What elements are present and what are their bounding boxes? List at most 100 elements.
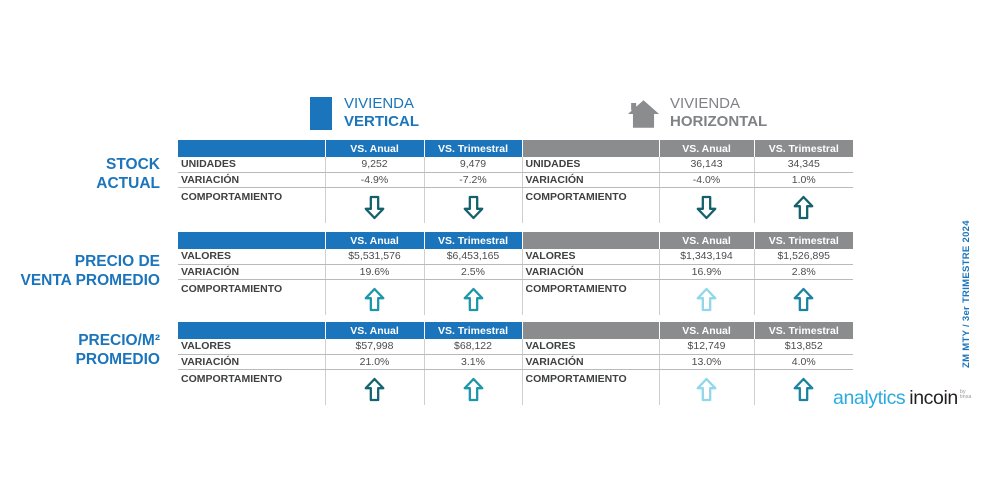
section-title-line: PROMEDIO [75,351,160,368]
logo-by-tinsa: by tinsa [959,389,972,400]
table-header-row: VS. Anual VS. Trimestral VS. Anual VS. T… [178,140,853,157]
table-precio-venta: VS. Anual VS. Trimestral VS. Anual VS. T… [178,232,853,315]
header-spacer-vertical [178,140,326,157]
section-title-stock-actual: STOCK ACTUAL [10,155,160,193]
header-spacer-vertical [178,232,326,249]
trend-arrow-icon [660,188,754,220]
value-cell: 19.6% [324,264,424,280]
value-cell: 2.5% [423,264,522,280]
vertical-building-icon [310,97,332,130]
table-precio-m2: VS. Anual VS. Trimestral VS. Anual VS. T… [178,322,853,405]
value-cell: -4.9% [324,172,424,188]
trend-arrow-icon [326,280,424,312]
value-cell: 9,479 [423,157,522,173]
value-cell: 34,345 [753,157,853,173]
table-row-metric: UNIDADES 9,252 9,479 UNIDADES 36,143 34,… [178,157,853,173]
trend-arrow-icon [425,188,522,220]
table-stock-actual: VS. Anual VS. Trimestral VS. Anual VS. T… [178,140,853,223]
table-row-behavior: COMPORTAMIENTO COMPORTAMIENTO [178,279,853,315]
value-cell: $12,749 [658,339,754,355]
header-spacer-horizontal [522,140,660,157]
col-header-vs-trimestral-vertical: VS. Trimestral [424,140,523,157]
table-row-metric: VALORES $5,531,576 $6,453,165 VALORES $1… [178,249,853,265]
value-cell: -7.2% [423,172,522,188]
table-row-variation: VARIACIÓN 19.6% 2.5% VARIACIÓN 16.9% 2.8… [178,264,853,280]
trend-arrow-icon [755,188,854,220]
value-cell: $13,852 [753,339,853,355]
header-spacer-vertical [178,322,326,339]
table-row-behavior: COMPORTAMIENTO COMPORTAMIENTO [178,187,853,223]
value-cell: $6,453,165 [423,249,522,265]
row-label-comportamiento: COMPORTAMIENTO [181,190,283,203]
value-cell: 9,252 [324,157,424,173]
header-spacer-horizontal [522,232,660,249]
value-cell: 21.0% [324,354,424,370]
value-cell: 13.0% [658,354,754,370]
legend-vertical-line2: VERTICAL [344,113,419,130]
col-header-vs-anual-horizontal: VS. Anual [659,140,755,157]
row-label-comportamiento: COMPORTAMIENTO [521,279,659,315]
col-header-vs-anual-vertical: VS. Anual [325,322,425,339]
logo-word-incoin: incoin [909,387,958,409]
row-label-comportamiento: COMPORTAMIENTO [181,282,283,295]
col-header-vs-trimestral-vertical: VS. Trimestral [424,232,523,249]
value-cell: 3.1% [423,354,522,370]
analytics-incoin-logo: analytics incoin by tinsa [833,387,971,410]
section-title-line: VENTA PROMEDIO [20,272,160,289]
period-side-label: ZM MTY / 3er TRIMESTRE 2024 [961,220,972,368]
logo-by-line: by [959,389,966,395]
logo-word-analytics: analytics [833,387,906,409]
col-header-vs-anual-vertical: VS. Anual [325,232,425,249]
trend-arrow-icon [425,370,522,402]
value-cell: 4.0% [753,354,853,370]
table-row-behavior: COMPORTAMIENTO COMPORTAMIENTO [178,369,853,405]
row-label-unidades: UNIDADES [521,157,659,173]
row-label-valores: VALORES [521,339,659,355]
trend-arrow-icon [755,280,854,312]
section-title-line: PRECIO DE [74,253,160,270]
value-cell: 1.0% [753,172,853,188]
trend-arrow-icon [660,370,754,402]
table-header-row: VS. Anual VS. Trimestral VS. Anual VS. T… [178,322,853,339]
value-cell: $57,998 [324,339,424,355]
trend-arrow-icon [326,370,424,402]
table-header-row: VS. Anual VS. Trimestral VS. Anual VS. T… [178,232,853,249]
logo-by-line: tinsa [959,394,972,400]
row-label-comportamiento: COMPORTAMIENTO [521,187,659,223]
col-header-vs-trimestral-horizontal: VS. Trimestral [754,232,853,249]
row-label-variacion: VARIACIÓN [521,264,659,280]
row-label-variacion: VARIACIÓN [178,264,325,280]
value-cell: -4.0% [658,172,754,188]
row-label-variacion: VARIACIÓN [521,354,659,370]
row-label-variacion: VARIACIÓN [178,354,325,370]
table-row-metric: VALORES $57,998 $68,122 VALORES $12,749 … [178,339,853,355]
section-title-line: PRECIO/M² [78,332,160,349]
legend-vertical-line1: VIVIENDA [344,95,415,112]
col-header-vs-anual-vertical: VS. Anual [325,140,425,157]
value-cell: 16.9% [658,264,754,280]
section-title-precio-m2: PRECIO/M² PROMEDIO [10,331,160,369]
table-row-variation: VARIACIÓN -4.9% -7.2% VARIACIÓN -4.0% 1.… [178,172,853,188]
value-cell: $5,531,576 [324,249,424,265]
col-header-vs-anual-horizontal: VS. Anual [659,322,755,339]
value-cell: 2.8% [753,264,853,280]
row-label-comportamiento: COMPORTAMIENTO [521,369,659,405]
section-title-precio-venta: PRECIO DE VENTA PROMEDIO [10,252,160,290]
trend-arrow-icon [425,280,522,312]
row-label-variacion: VARIACIÓN [178,172,325,188]
section-title-line: ACTUAL [96,175,160,192]
legend-vivienda-horizontal: VIVIENDA HORIZONTAL [627,95,767,134]
legend-horizontal-line2: HORIZONTAL [670,113,768,130]
value-cell: $68,122 [423,339,522,355]
trend-arrow-icon [326,188,424,220]
col-header-vs-trimestral-horizontal: VS. Trimestral [754,140,853,157]
col-header-vs-trimestral-vertical: VS. Trimestral [424,322,523,339]
trend-arrow-icon [660,280,754,312]
value-cell: $1,343,194 [658,249,754,265]
row-label-valores: VALORES [521,249,659,265]
col-header-vs-trimestral-horizontal: VS. Trimestral [754,322,853,339]
section-title-line: STOCK [106,156,160,173]
value-cell: $1,526,895 [753,249,853,265]
row-label-variacion: VARIACIÓN [521,172,659,188]
